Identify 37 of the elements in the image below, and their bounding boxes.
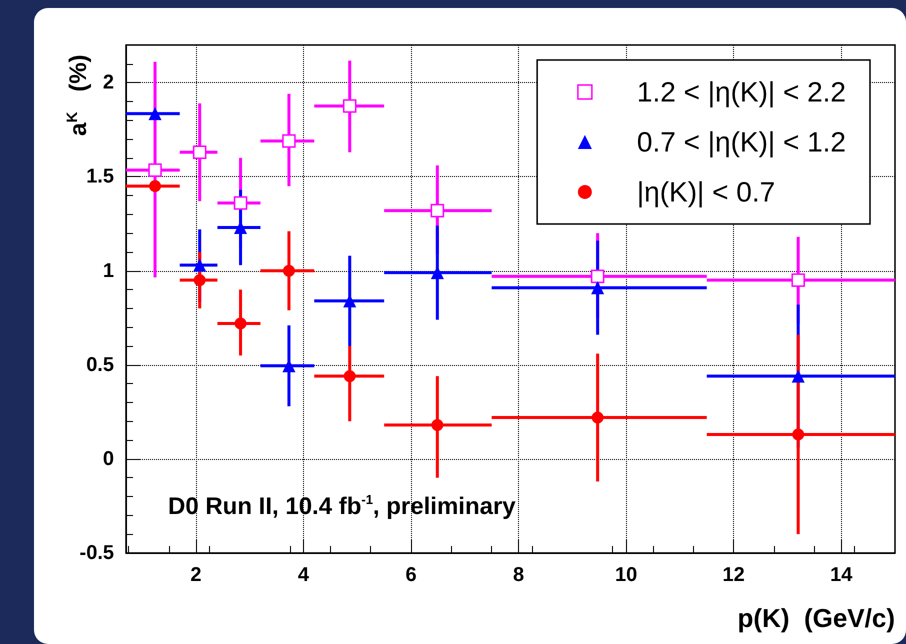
- point: [791, 273, 805, 287]
- x-tick-label: 10: [614, 564, 638, 586]
- point: [590, 270, 604, 284]
- legend-label: |η(K)| < 0.7: [636, 176, 776, 208]
- point: [192, 145, 206, 159]
- point: [148, 107, 162, 120]
- legend-label: 0.7 < |η(K)| < 1.2: [636, 126, 846, 158]
- y-tick-label: 2: [102, 72, 114, 94]
- y-tick-label: 0: [102, 448, 114, 470]
- x-tick-label: 14: [830, 564, 854, 586]
- point: [430, 204, 444, 218]
- y-tick-label: 1: [102, 260, 114, 282]
- x-tick-label: 4: [298, 564, 310, 586]
- point: [431, 419, 444, 432]
- point: [193, 258, 206, 272]
- point: [282, 264, 295, 277]
- x-tick-label: 8: [513, 564, 524, 586]
- x-tick-label: 12: [722, 564, 745, 586]
- y-tick-label: 1.5: [86, 166, 114, 188]
- x-axis-title: p(K) (GeV/c): [738, 603, 895, 633]
- y-tick-label: -0.5: [80, 542, 114, 564]
- point: [149, 180, 162, 192]
- point: [148, 163, 162, 177]
- y-tick-label: 0.5: [86, 354, 114, 376]
- point: [342, 99, 356, 113]
- point: [234, 317, 247, 330]
- point: [592, 412, 604, 424]
- point: [792, 428, 804, 440]
- point: [282, 134, 296, 148]
- x-tick-label: 2: [190, 564, 202, 586]
- point: [792, 370, 805, 383]
- point: [344, 370, 356, 382]
- point: [234, 196, 248, 210]
- x-tick-label: 6: [405, 564, 417, 586]
- legend-label: 1.2 < |η(K)| < 2.2: [636, 76, 846, 108]
- point: [194, 274, 206, 286]
- point: [591, 281, 604, 294]
